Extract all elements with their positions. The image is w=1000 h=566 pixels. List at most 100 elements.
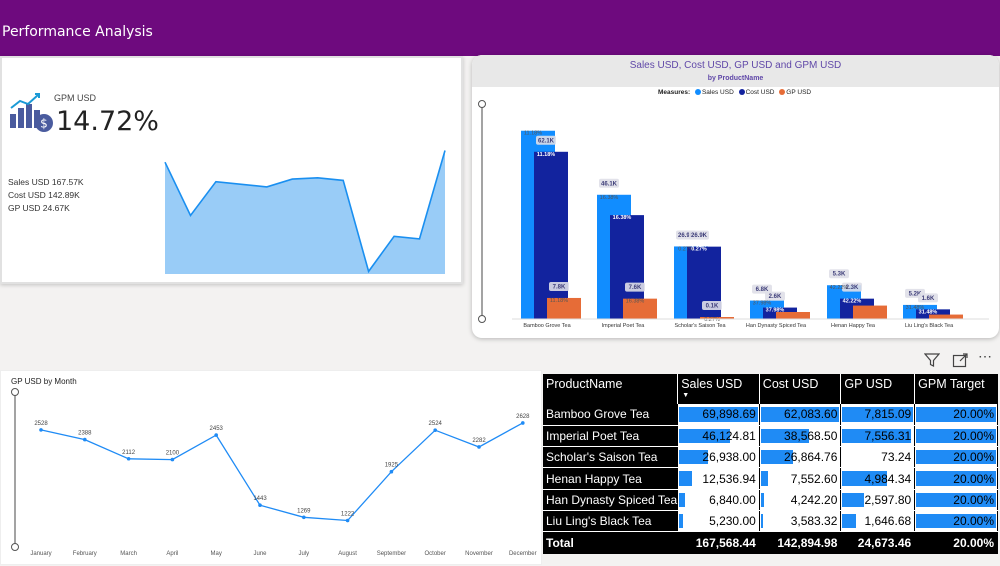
gp-month-point-10 [477, 445, 481, 449]
col-header-gpm-target[interactable]: GPM Target [918, 377, 985, 391]
line-zoom-slider-handle-top[interactable] [11, 388, 19, 396]
month-tick-10: November [465, 551, 493, 557]
zoom-slider-handle-top[interactable] [478, 100, 486, 108]
cell-sales[interactable]: 69,898.69 [677, 404, 760, 426]
cell-cost[interactable]: 4,242.20 [759, 489, 842, 511]
month-tick-4: May [211, 551, 222, 557]
cell-product[interactable]: Imperial Poet Tea [543, 425, 679, 448]
x-tick-3: Han Dynasty Spiced Tea [746, 323, 807, 329]
table-row[interactable]: Bamboo Grove Tea 69,898.69 62,083.60 7,815.… [543, 404, 998, 426]
gp-month-point-6 [302, 515, 306, 520]
legend-sales[interactable]: Sales USD [701, 89, 734, 96]
zoom-slider-handle-bottom[interactable] [478, 315, 486, 323]
data-bar-cost [760, 492, 765, 507]
cell-product[interactable]: Han Dynasty Spiced Tea [543, 489, 679, 511]
cell-sales[interactable]: 46,124.81 [677, 425, 760, 448]
col-header-product[interactable]: ProductName [543, 374, 679, 404]
table-row[interactable]: Henan Happy Tea 12,536.94 7,552.60 4,984.34… [543, 467, 998, 490]
cell-value-cost: 38,568.50 [784, 428, 838, 443]
bar-label-bg-1-5 [918, 293, 938, 303]
month-tick-2: March [120, 551, 137, 557]
cell-cost[interactable]: 7,552.60 [759, 467, 842, 490]
kpi-cost: Cost USD 142.89K [8, 190, 80, 200]
table-row[interactable]: Liu Ling's Black Tea 5,230.00 3,583.32 1,64… [543, 510, 998, 533]
cell-sales[interactable]: 12,536.94 [677, 467, 760, 490]
cell-gp[interactable]: 4,984.34 [840, 467, 916, 490]
cell-gp[interactable]: 7,815.09 [840, 404, 916, 426]
month-tick-7: August [338, 551, 357, 557]
cell-sales[interactable]: 6,840.00 [677, 489, 760, 511]
product-table[interactable]: ProductName Sales USD ▼ Cost USD GP USD G… [543, 374, 998, 554]
cell-target[interactable]: 20.00% [914, 510, 998, 533]
bar-label-bg-0-4 [829, 269, 849, 279]
col-header-sales[interactable]: Sales USD ▼ [677, 374, 760, 404]
cell-gp[interactable]: 7,556.31 [840, 425, 916, 448]
cell-sales[interactable]: 26,938.00 [677, 446, 760, 469]
pct-label-10: 37.98% [766, 308, 785, 314]
cell-value-sales: 46,124.81 [702, 428, 756, 443]
cell-product[interactable]: Scholar's Saison Tea [543, 446, 679, 469]
col-header-cost[interactable]: Cost USD [759, 374, 842, 404]
cell-value-sales: 12,536.94 [702, 471, 756, 486]
bar-label-0-1: 46.1K [601, 181, 618, 187]
visual-toolbar: ⋯ [923, 348, 998, 372]
cell-gp[interactable]: 1,646.68 [840, 510, 916, 533]
bar-chart-plot: 62.1K 7.8K Bamboo Grove Tea 46.1K 7.6K Imperi… [478, 100, 989, 329]
gp-month-label-10: 2282 [472, 438, 486, 444]
cell-product[interactable]: Liu Ling's Black Tea [543, 510, 679, 533]
cell-target[interactable]: 20.00% [914, 467, 998, 490]
pct-label-13: 31.48% [906, 305, 925, 311]
cell-value-gp: 7,556.31 [864, 428, 912, 443]
bar-label-2-0: 7.8K [553, 284, 566, 290]
legend-cost[interactable]: Cost USD [745, 89, 775, 96]
pct-label-2: 11.18% [550, 298, 568, 304]
cell-gp[interactable]: 73.24 [840, 446, 916, 469]
gp-month-point-3 [170, 457, 175, 462]
legend-dot-cost [738, 89, 745, 95]
cell-target[interactable]: 20.00% [914, 489, 998, 511]
gp-month-label-0: 2528 [34, 421, 48, 427]
table-row[interactable]: Imperial Poet Tea 46,124.81 38,568.50 7,556… [543, 425, 998, 448]
cell-cost[interactable]: 3,583.32 [759, 510, 842, 533]
bar-label-bg-0-3 [752, 284, 772, 294]
sparkline-line [164, 150, 446, 274]
data-bar-sales [679, 450, 709, 465]
cell-sales[interactable]: 5,230.00 [677, 510, 760, 533]
table-header-row: ProductName Sales USD ▼ Cost USD GP USD G… [543, 374, 998, 404]
data-bar-gp [842, 471, 887, 486]
gp-month-point-8 [389, 469, 394, 474]
data-bar-cost [760, 428, 809, 444]
bar-1-5 [916, 309, 950, 319]
legend-gp[interactable]: GP USD [786, 89, 812, 96]
more-options-icon[interactable]: ⋯ [978, 348, 992, 364]
bar-chart-card[interactable]: Sales USD, Cost USD, GP USD and GPM USD … [472, 55, 999, 338]
cell-gp[interactable]: 2,597.80 [840, 489, 916, 511]
table-row[interactable]: Han Dynasty Spiced Tea 6,840.00 4,242.20 2,… [543, 489, 998, 511]
page-title: Performance Analysis [2, 24, 153, 40]
cell-product[interactable]: Henan Happy Tea [543, 467, 679, 490]
cell-cost[interactable]: 38,568.50 [759, 425, 842, 448]
cell-target[interactable]: 20.00% [914, 425, 998, 448]
focus-mode-icon[interactable] [952, 352, 968, 371]
line-zoom-slider-handle-bottom[interactable] [11, 543, 19, 551]
bar-label-1-0: 62.1K [538, 138, 555, 144]
cell-cost[interactable]: 62,083.60 [759, 404, 842, 426]
sparkline-area [165, 150, 445, 274]
filter-icon[interactable] [923, 352, 941, 371]
pct-label-0: 11.18% [524, 131, 542, 137]
cell-cost[interactable]: 26,864.76 [759, 446, 842, 469]
gp-month-line [40, 422, 524, 522]
data-bar-cost [760, 513, 764, 529]
col-header-gp[interactable]: GP USD [840, 374, 916, 404]
table-row[interactable]: Scholar's Saison Tea 26,938.00 26,864.76 73… [543, 446, 998, 469]
cell-target[interactable]: 20.00% [914, 446, 998, 469]
month-tick-8: September [377, 551, 406, 557]
gp-month-point-0 [39, 428, 43, 432]
pct-label-14: 31.48% [919, 309, 938, 315]
gp-month-point-4 [214, 433, 218, 437]
kpi-card[interactable]: $ GPM USD 14.72% Sales USD 167.57K Cost … [0, 56, 463, 284]
month-tick-1: February [73, 551, 97, 557]
cell-product[interactable]: Bamboo Grove Tea [543, 404, 679, 426]
cell-target[interactable]: 20.00% [914, 404, 998, 426]
line-chart-card[interactable]: GP USD by Month 2528 January 2388 February 2… [0, 370, 542, 565]
